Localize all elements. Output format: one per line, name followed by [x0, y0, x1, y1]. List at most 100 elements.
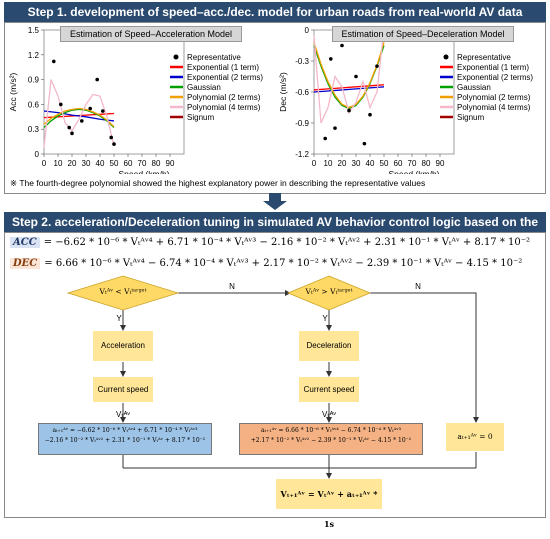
x-tick-label: 10 [324, 159, 333, 168]
legend-label: Gaussian [457, 83, 491, 92]
condition-diamond-1 [66, 275, 180, 311]
x-tick-label: 70 [408, 159, 417, 168]
step1-header: Step 1. development of speed–acc./dec. m… [4, 2, 546, 22]
data-point [109, 135, 113, 140]
x-tick-label: 60 [124, 159, 133, 168]
dec-equation: = 6.66 * 10⁻⁶ * Vₜᴬᵛ⁴ − 6.74 * 10⁻⁴ * Vₜ… [44, 258, 523, 269]
y-tick-label: 0.6 [28, 100, 40, 109]
data-point [88, 106, 92, 111]
legend-label: Exponential (1 term) [187, 63, 259, 72]
legend-label: Representative [457, 53, 511, 62]
x-tick-label: 0 [312, 159, 317, 168]
x-tick-label: 70 [138, 159, 147, 168]
step2-panel [4, 232, 546, 518]
data-point [347, 108, 351, 113]
flowchart-connectors [66, 275, 479, 479]
current-speed-box-2: Current speed Vₜᴬᵛ [299, 377, 359, 419]
x-tick-label: 50 [380, 159, 389, 168]
dec-formula-line2: +2.17 * 10⁻² * Vₜᴬᵛ² − 2.39 * 10⁻¹ * Vₜᴬ… [250, 437, 412, 444]
data-point [101, 109, 105, 113]
data-point [368, 112, 372, 117]
legend-label: Exponential (1 term) [457, 63, 529, 72]
series-line [43, 107, 115, 128]
x-tick-label: 30 [352, 159, 361, 168]
x-tick-label: 90 [436, 159, 445, 168]
plot-area [43, 29, 185, 155]
x-tick-label: 80 [152, 159, 161, 168]
acc-formula-line1: aₜ₊₁ᴬᵛ = −6.62 * 10⁻⁶ * Vₜᴬᵛ⁴ + 6.71 * 1… [52, 427, 198, 434]
legend-label: Signum [187, 113, 214, 122]
x-tick-label: 20 [68, 159, 77, 168]
acc-chart-title: Estimation of Speed–Acceleration Model [60, 26, 242, 42]
yes-label-1: Y [116, 314, 122, 323]
x-tick-label: 90 [166, 159, 175, 168]
series-line [313, 84, 385, 91]
y-tick-label: -0.3 [295, 57, 309, 66]
legend-label: Polynomial (4 terms) [187, 103, 261, 112]
x-tick-label: 40 [96, 159, 105, 168]
legend-label: Representative [187, 53, 241, 62]
speed-update-box: Vₜ₊₁ᴬᵛ = Vₜᴬᵛ + aₜ₊₁ᴬᵛ * 1s [276, 479, 382, 529]
dec-chart-title: Estimation of Speed–Deceleration Model [332, 26, 514, 42]
data-point [362, 141, 367, 146]
acc-chart: 0 0.3 0.6 0.9 1.2 1.5 0 10 20 30 40 50 60 70 80 90Speed… [8, 26, 263, 174]
acceleration-box: Acceleration [93, 331, 153, 361]
no-label-2: N [415, 282, 421, 291]
x-axis-label: Speed (km/h) [388, 169, 439, 174]
acc-tag: ACC [10, 237, 40, 248]
acc-formula-line2: −2.16 * 10⁻² * Vₜᴬᵛ² + 2.31 * 10⁻¹ * Vₜᴬ… [44, 437, 206, 444]
plot-area [313, 29, 455, 155]
no-label-1: N [229, 282, 235, 291]
x-tick-label: 10 [54, 159, 63, 168]
data-point [80, 119, 84, 123]
zero-formula-box: aₜ₊₁ᴬᵛ = 0 [446, 423, 504, 451]
data-point [112, 142, 116, 146]
y-tick-label: -0.9 [295, 119, 309, 128]
condition-2-text: Vₜᴬᵛ > Vₜᵗᵃʳᵍᵉᵗ [305, 287, 353, 296]
series-line [43, 79, 115, 148]
step1-note: ※ The fourth-degree polynomial showed th… [10, 178, 426, 188]
legend-marker [443, 54, 449, 60]
series-line [313, 86, 385, 93]
series-line [313, 42, 385, 109]
x-tick-label: 80 [422, 159, 431, 168]
x-tick-label: 0 [42, 159, 47, 168]
x-axis-label: Speed (km/h) [118, 169, 169, 174]
dec-equation-row: DEC = 6.66 * 10⁻⁶ * Vₜᴬᵛ⁴ − 6.74 * 10⁻⁴ *… [10, 258, 522, 269]
y-tick-label: 1.5 [28, 26, 40, 35]
acc-equation-row: ACC = −6.62 * 10⁻⁶ * Vₜᴬᵛ⁴ + 6.71 * 10⁻⁴ … [10, 237, 530, 248]
y-tick-label: 0.9 [28, 76, 40, 85]
legend-label: Gaussian [187, 83, 221, 92]
y-axis-label: Acc (m/s²) [8, 72, 18, 111]
acc-formula-box: aₜ₊₁ᴬᵛ = −6.62 * 10⁻⁶ * Vₜᴬᵛ⁴ + 6.71 * 1… [38, 423, 212, 455]
x-tick-label: 50 [110, 159, 119, 168]
data-point [70, 131, 74, 136]
dec-chart: 0-0.3-0.6-0.9-1.20 10 20 30 40 50 60 70 80 90Spee… [278, 26, 533, 174]
condition-diamond-2 [286, 275, 372, 311]
step-down-arrow [263, 193, 287, 210]
y-tick-label: 0 [35, 150, 40, 159]
deceleration-box: Deceleration [299, 331, 359, 361]
y-tick-label: 0.3 [28, 125, 40, 134]
data-point [59, 102, 63, 107]
legend-label: Polynomial (4 terms) [457, 103, 531, 112]
y-tick-label: 0 [305, 26, 310, 35]
data-point [329, 57, 333, 61]
data-point [67, 125, 71, 130]
data-point [52, 59, 56, 64]
x-tick-label: 20 [338, 159, 347, 168]
x-tick-label: 60 [394, 159, 403, 168]
acc-equation: = −6.62 * 10⁻⁶ * Vₜᴬᵛ⁴ + 6.71 * 10⁻⁴ * V… [43, 237, 531, 248]
series-line [313, 27, 385, 124]
x-tick-label: 40 [366, 159, 375, 168]
y-tick-label: 1.2 [28, 51, 40, 60]
dec-formula-line1: aₜ₊₁ᴬᵛ = 6.66 * 10⁻⁶ * Vₜᴬᵛ⁴ − 6.74 * 10… [260, 427, 402, 434]
legend-label: Polynomial (2 terms) [457, 93, 531, 102]
y-tick-label: -1.2 [295, 150, 309, 159]
legend-label: Signum [457, 113, 484, 122]
data-point [323, 136, 327, 141]
yes-label-2: Y [322, 314, 328, 323]
dec-tag: DEC [10, 258, 41, 269]
data-point [340, 43, 344, 48]
series-line [43, 110, 115, 122]
